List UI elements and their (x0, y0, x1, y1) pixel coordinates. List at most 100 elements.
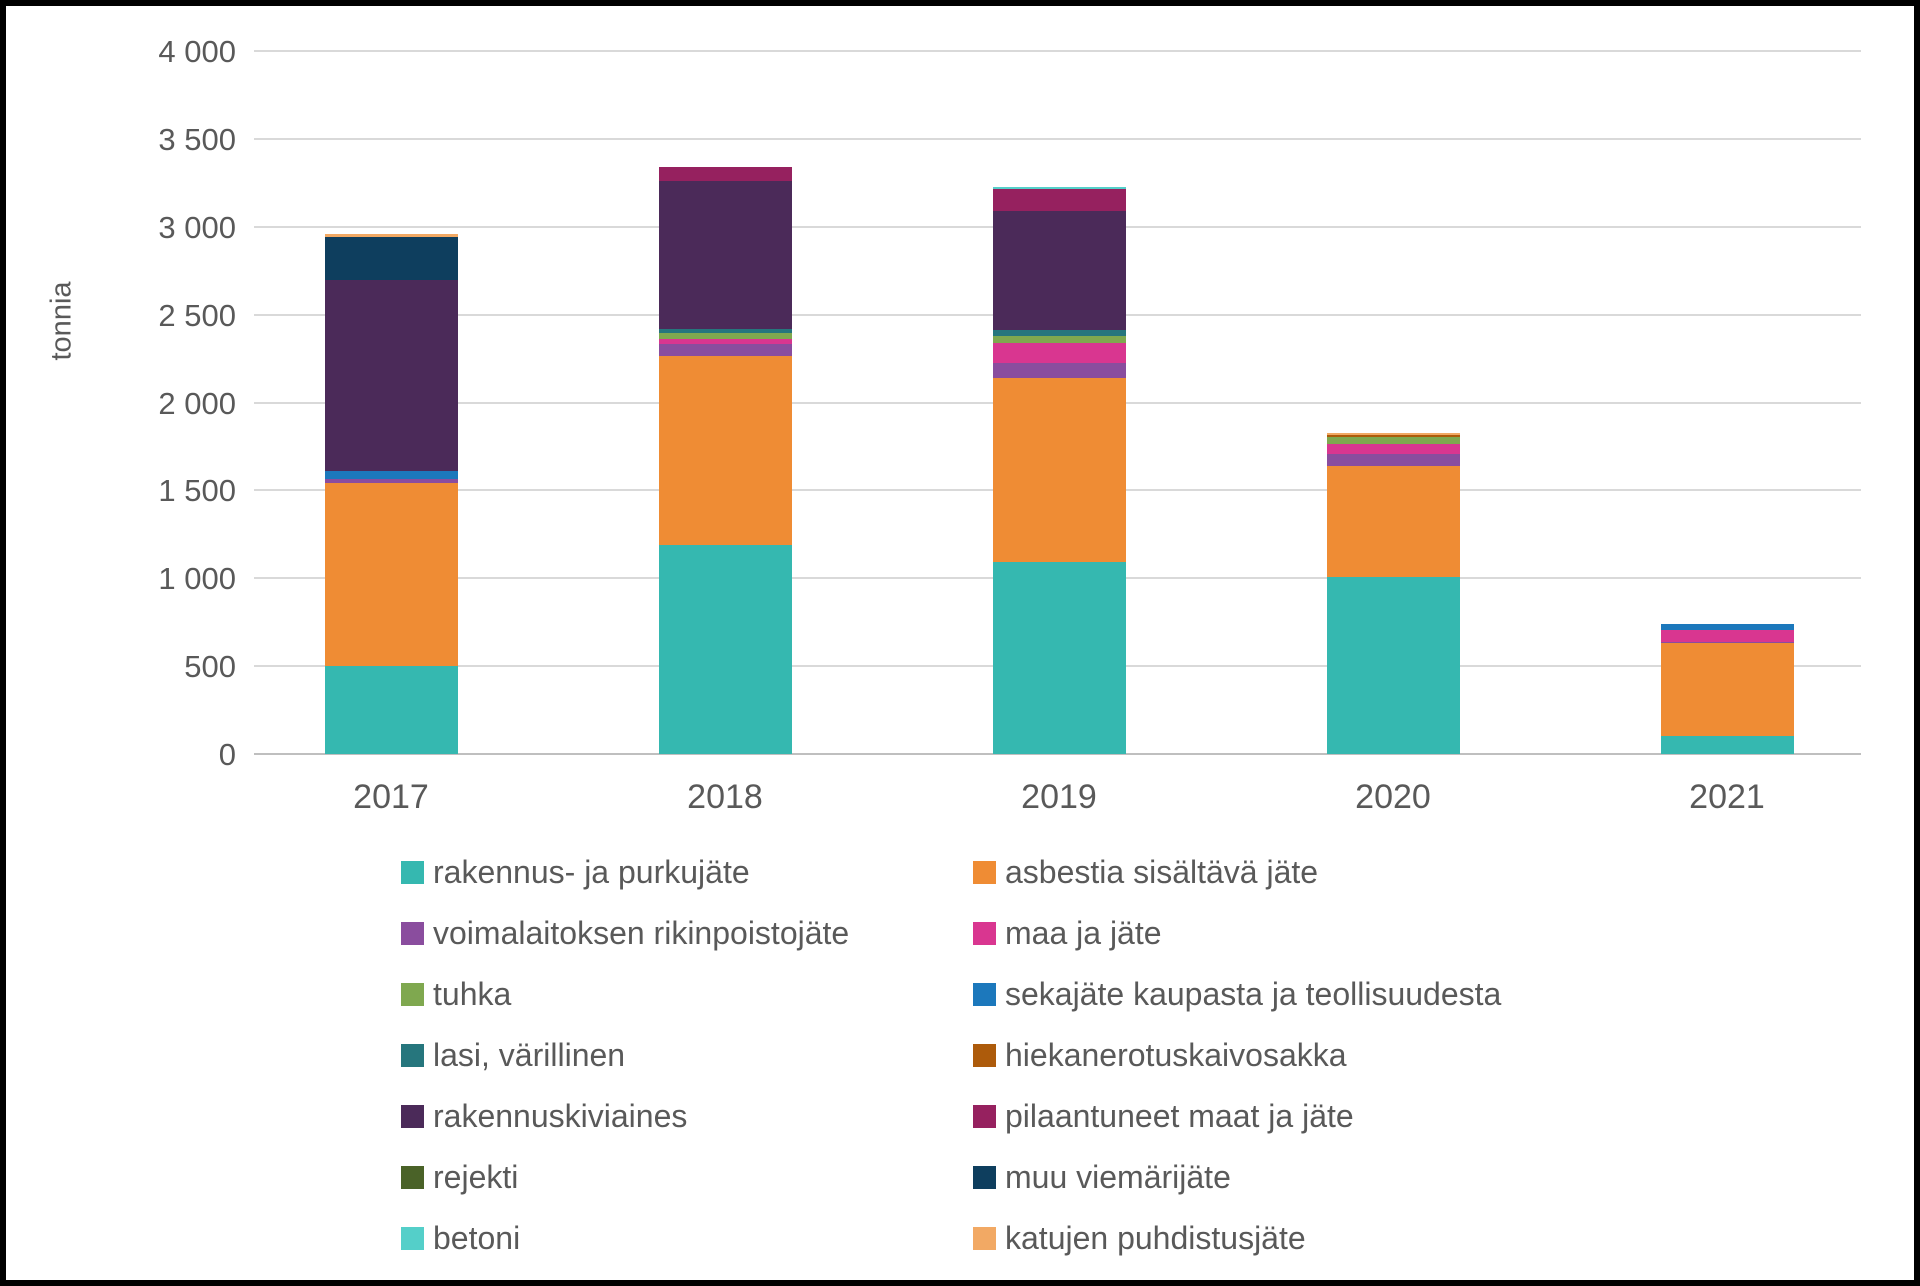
legend-item-lasi-v-rillinen: lasi, värillinen (401, 1035, 625, 1075)
y-tick-label: 500 (184, 649, 236, 685)
bar-segment-rakennus-ja-purkuj-te-2018 (658, 544, 792, 754)
legend-item-muu-viem-rij-te: muu viemärijäte (973, 1157, 1231, 1197)
y-tick-label: 3 000 (158, 209, 236, 245)
bar-2017 (324, 233, 458, 754)
legend-swatch-icon (401, 860, 424, 884)
gridline (254, 50, 1861, 52)
bar-segment-muu-viem-rij-te-2017 (324, 237, 458, 281)
bar-segment-katujen-puhdistusj-te-2017 (324, 233, 458, 238)
legend-swatch-icon (401, 1165, 424, 1189)
bar-segment-katujen-puhdistusj-te-2020 (1326, 433, 1460, 436)
bar-2020 (1326, 433, 1460, 754)
bar-segment-maa-ja-j-te-2021 (1660, 630, 1794, 642)
x-tick-label-2017: 2017 (353, 778, 429, 816)
legend-swatch-icon (973, 1226, 996, 1250)
bar-segment-rakennus-ja-purkuj-te-2017 (324, 666, 458, 754)
bar-segment-tuhka-2019 (992, 335, 1126, 343)
bar-segment-asbestia-sis-lt-v-j-te-2018 (658, 355, 792, 545)
y-tick-label: 2 500 (158, 297, 236, 333)
legend-swatch-icon (401, 982, 424, 1006)
bar-segment-lasi-v-rillinen-2018 (658, 328, 792, 334)
legend-swatch-icon (401, 1104, 424, 1128)
legend-swatch-icon (973, 1165, 996, 1189)
bar-segment-tuhka-2020 (1326, 436, 1460, 444)
y-tick-label: 2 000 (158, 385, 236, 421)
bar-segment-pilaantuneet-maat-ja-j-te-2018 (658, 167, 792, 182)
bar-segment-voimalaitoksen-rikinpoistoj-te-2019 (992, 362, 1126, 378)
legend-item-rakennuskiviaines: rakennuskiviaines (401, 1096, 687, 1136)
bar-segment-maa-ja-j-te-2019 (992, 342, 1126, 363)
legend-swatch-icon (973, 860, 996, 884)
legend-label: rakennus- ja purkujäte (433, 853, 750, 890)
bar-segment-rakennuskiviaines-2019 (992, 210, 1126, 331)
legend-item-pilaantuneet-maat-ja-j-te: pilaantuneet maat ja jäte (973, 1096, 1354, 1136)
bar-segment-rakennuskiviaines-2017 (324, 280, 458, 472)
bar-segment-asbestia-sis-lt-v-j-te-2019 (992, 377, 1126, 563)
legend-item-sekaj-te-kaupasta-ja-teollisuudesta: sekajäte kaupasta ja teollisuudesta (973, 974, 1501, 1014)
legend-label: katujen puhdistusjäte (1005, 1219, 1306, 1256)
legend-label: muu viemärijäte (1005, 1158, 1231, 1195)
legend-item-katujen-puhdistusj-te: katujen puhdistusjäte (973, 1218, 1306, 1258)
bar-segment-pilaantuneet-maat-ja-j-te-2019 (992, 188, 1126, 211)
bar-segment-lasi-v-rillinen-2019 (992, 330, 1126, 336)
x-tick-label-2018: 2018 (687, 778, 763, 816)
x-tick-label-2020: 2020 (1355, 778, 1431, 816)
gridline (254, 137, 1861, 140)
legend-swatch-icon (973, 1043, 996, 1067)
legend-swatch-icon (401, 921, 424, 945)
y-tick-label: 1 000 (158, 561, 236, 597)
legend-label: rakennuskiviaines (433, 1097, 688, 1134)
bar-segment-sekaj-te-kaupasta-ja-teollisuudesta-2021 (1660, 623, 1794, 631)
legend-item-tuhka: tuhka (401, 974, 511, 1014)
stacked-bar-chart: tonnia 0 500 1 000 1 500 2 000 2 500 3 000 3 50… (6, 6, 1914, 1280)
bar-segment-asbestia-sis-lt-v-j-te-2020 (1326, 465, 1460, 577)
x-axis-line (254, 753, 1861, 755)
bar-segment-betoni-2019 (992, 187, 1126, 189)
bar-segment-voimalaitoksen-rikinpoistoj-te-2021 (1660, 641, 1794, 644)
bar-segment-rakennus-ja-purkuj-te-2021 (1660, 736, 1794, 754)
legend-label: pilaantuneet maat ja jäte (1005, 1097, 1354, 1134)
y-tick-label: 1 500 (158, 473, 236, 509)
bar-segment-maa-ja-j-te-2018 (658, 339, 792, 344)
bar-2018 (658, 167, 792, 754)
y-tick-label: 3 500 (158, 121, 236, 157)
bar-segment-asbestia-sis-lt-v-j-te-2017 (324, 483, 458, 667)
bar-segment-maa-ja-j-te-2020 (1326, 443, 1460, 455)
bar-segment-voimalaitoksen-rikinpoistoj-te-2018 (658, 343, 792, 356)
y-tick-label: 4 000 (158, 34, 236, 69)
legend-label: rejekti (433, 1158, 519, 1195)
x-tick-label-2021: 2021 (1689, 778, 1765, 816)
legend-item-betoni: betoni (401, 1218, 520, 1258)
legend-swatch-icon (973, 982, 996, 1006)
bar-segment-asbestia-sis-lt-v-j-te-2021 (1660, 643, 1794, 737)
legend-item-rejekti: rejekti (401, 1157, 518, 1197)
bar-segment-hiekanerotuskaivosakka-2020 (1326, 435, 1460, 437)
legend-swatch-icon (401, 1043, 424, 1067)
legend-item-rakennus-ja-purkuj-te: rakennus- ja purkujäte (401, 852, 750, 892)
legend-item-asbestia-sis-lt-v-j-te: asbestia sisältävä jäte (973, 852, 1318, 892)
bar-2019 (992, 187, 1126, 754)
bar-2021 (1660, 623, 1794, 754)
y-tick-label: 0 (218, 737, 236, 772)
legend-item-hiekanerotuskaivosakka: hiekanerotuskaivosakka (973, 1035, 1347, 1075)
legend-item-maa-ja-j-te: maa ja jäte (973, 913, 1162, 953)
legend-label: maa ja jäte (1005, 914, 1162, 951)
legend-swatch-icon (973, 921, 996, 945)
legend-label: lasi, värillinen (433, 1036, 626, 1073)
plot-area (254, 50, 1861, 755)
legend-label: betoni (433, 1219, 521, 1256)
bar-segment-voimalaitoksen-rikinpoistoj-te-2020 (1326, 454, 1460, 466)
legend-swatch-icon (401, 1226, 424, 1250)
legend-label: hiekanerotuskaivosakka (1005, 1036, 1347, 1073)
legend-swatch-icon (973, 1104, 996, 1128)
bar-segment-rakennus-ja-purkuj-te-2019 (992, 562, 1126, 754)
bar-segment-rakennus-ja-purkuj-te-2020 (1326, 576, 1460, 754)
legend-label: voimalaitoksen rikinpoistojäte (433, 914, 850, 951)
bar-segment-voimalaitoksen-rikinpoistoj-te-2017 (324, 478, 458, 484)
legend-label: sekajäte kaupasta ja teollisuudesta (1005, 975, 1502, 1012)
bar-segment-rakennuskiviaines-2018 (658, 181, 792, 329)
legend-label: tuhka (433, 975, 512, 1012)
legend-label: asbestia sisältävä jäte (1005, 853, 1319, 890)
bar-segment-sekaj-te-kaupasta-ja-teollisuudesta-2017 (324, 471, 458, 479)
